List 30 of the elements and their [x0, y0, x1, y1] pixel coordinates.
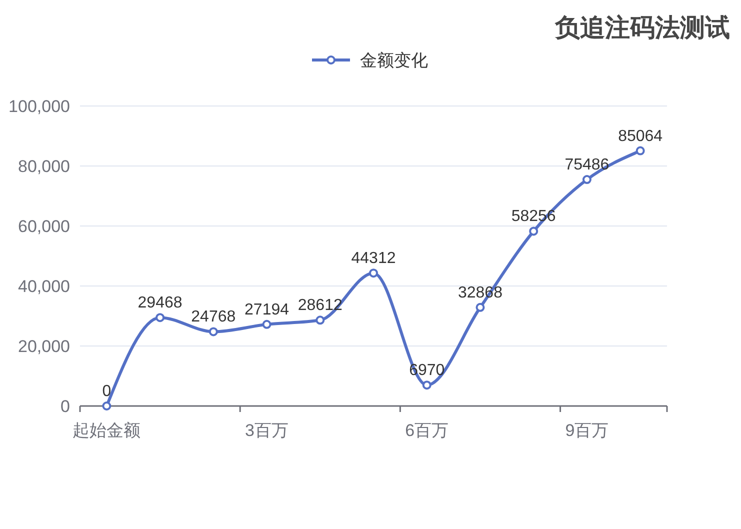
point — [369, 268, 378, 278]
chart-title: 负追注码法测试 — [554, 14, 730, 42]
point — [529, 226, 538, 236]
data-label: 29468 — [138, 294, 182, 312]
x-tick-label: 9百万 — [565, 421, 609, 440]
y-tick-label: 20,000 — [18, 337, 70, 356]
y-tick-label: 0 — [60, 397, 70, 416]
data-label: 24768 — [191, 308, 236, 326]
point — [262, 320, 272, 329]
point — [476, 302, 485, 312]
data-label: 27194 — [244, 301, 290, 318]
data-label: 0 — [102, 383, 112, 400]
point — [582, 175, 592, 184]
x-tick-label: 起始金额 — [72, 421, 141, 440]
point — [636, 146, 645, 156]
y-tick-label: 80,000 — [18, 157, 70, 176]
point — [208, 327, 218, 336]
point — [102, 402, 112, 410]
data-label: 85064 — [618, 128, 663, 145]
point — [316, 316, 325, 325]
y-tick-label: 40,000 — [18, 277, 70, 296]
y-tick-label: 60,000 — [18, 217, 70, 236]
x-tick-label: 6百万 — [405, 421, 449, 440]
data-label: 75486 — [564, 156, 610, 174]
point — [156, 313, 165, 322]
data-label: 44312 — [351, 250, 396, 268]
legend-label: 金额变化 — [360, 51, 428, 70]
y-tick-label: 100,000 — [8, 97, 70, 116]
point — [422, 380, 432, 390]
x-tick-label: 3百万 — [245, 421, 289, 440]
